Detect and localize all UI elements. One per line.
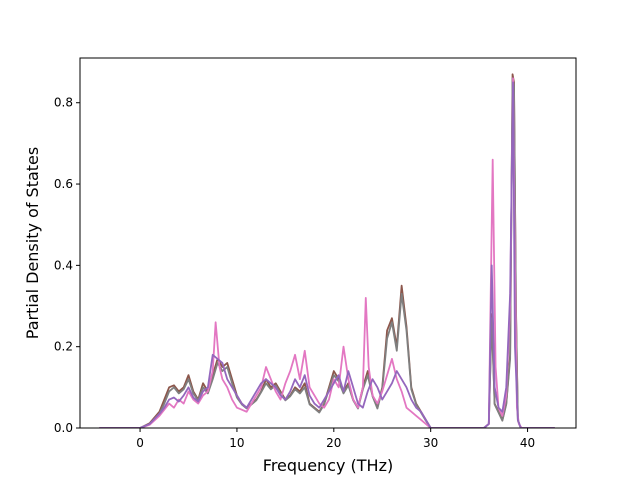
y-tick-label: 0.2 [54,340,73,354]
x-tick-label: 0 [136,436,144,450]
x-axis-label: Frequency (THz) [263,456,393,475]
series-line-4 [99,81,555,428]
y-tick-label: 0.0 [54,421,73,435]
x-tick-label: 20 [326,436,341,450]
x-tick-label: 10 [229,436,244,450]
y-tick-label: 0.8 [54,96,73,110]
x-tick-label: 30 [423,436,438,450]
y-tick-label: 0.6 [54,177,73,191]
series-layer [99,73,555,428]
y-tick-label: 0.4 [54,258,73,272]
y-axis-label: Partial Density of States [23,147,42,339]
y-axis-ticks: 0.0 0.2 0.4 0.6 0.8 [54,96,80,435]
x-axis-ticks: 0 10 20 30 40 [136,428,535,450]
x-tick-label: 40 [520,436,535,450]
plot-frame [79,57,577,429]
